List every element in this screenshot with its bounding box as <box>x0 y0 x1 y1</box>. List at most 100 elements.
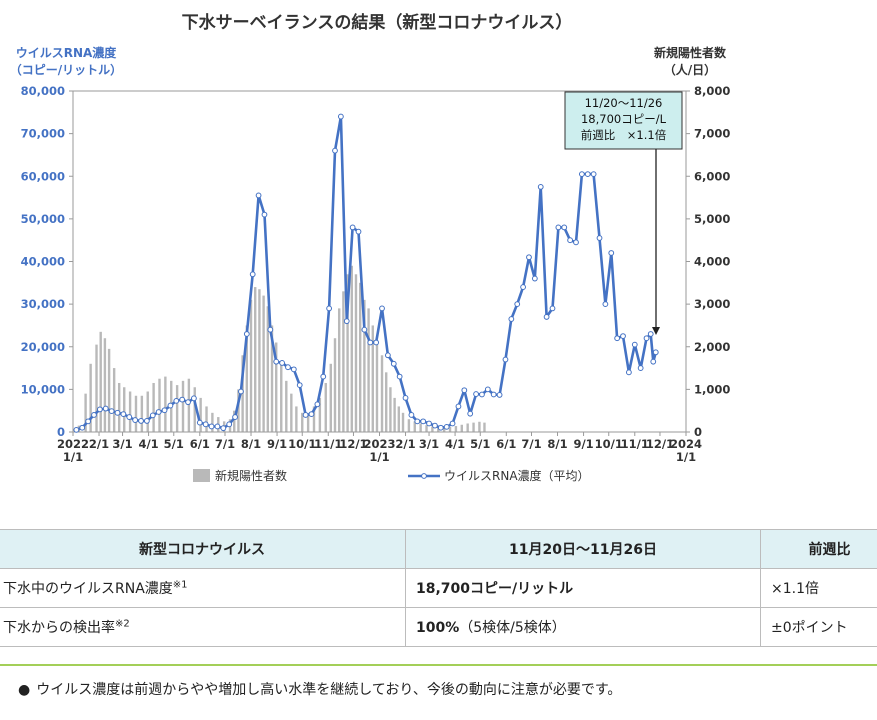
rna-point <box>373 339 380 346</box>
y-left-tick-label: 80,000 <box>21 84 65 98</box>
rna-point <box>91 412 97 418</box>
case-bar <box>354 274 358 432</box>
rna-point <box>267 326 274 333</box>
case-bar <box>346 274 349 432</box>
case-bar <box>393 397 396 432</box>
case-bar <box>134 395 138 432</box>
case-bar <box>140 395 144 432</box>
x-tick-label: 5/1 <box>470 437 490 451</box>
x-tick-label: 8/1 <box>241 437 261 451</box>
row-label-text: 下水からの検出率 <box>3 620 115 636</box>
rna-point <box>343 318 350 325</box>
rna-point <box>573 239 579 246</box>
case-bar <box>389 387 392 432</box>
rna-point <box>390 360 397 367</box>
row-value: 18,700コピー/リットル <box>405 568 761 608</box>
rna-point <box>149 412 156 419</box>
case-bar <box>103 338 107 432</box>
rna-point <box>484 386 491 393</box>
case-bar <box>158 378 161 432</box>
rna-point <box>191 395 197 402</box>
y-left-unit: （コピー/リットル） <box>10 62 122 77</box>
x-tick-label: 7/1 <box>521 437 541 451</box>
row-ratio: ±0ポイント <box>760 607 877 647</box>
table-header-ratio: 前週比 <box>760 529 877 569</box>
y-left-tick-label: 60,000 <box>21 169 65 183</box>
chart-title: 下水サーベイランスの結果（新型コロナウイルス） <box>182 12 573 33</box>
case-bar <box>205 406 208 432</box>
rna-point <box>208 423 215 430</box>
rna-point <box>414 418 421 425</box>
x-tick-label: 9/1 <box>573 437 593 451</box>
rna-point <box>620 333 626 339</box>
rna-point <box>238 388 244 395</box>
rna-point <box>302 412 309 418</box>
x-tick-label: 3/1 <box>112 437 132 451</box>
rna-point <box>185 399 191 406</box>
row-label-text: 下水中のウイルスRNA濃度 <box>3 581 173 597</box>
rna-point <box>96 406 103 413</box>
x-tick-label: 3/1 <box>419 437 439 451</box>
line-layer <box>73 113 659 433</box>
case-bar <box>254 287 257 432</box>
rna-point <box>126 414 133 420</box>
row-value-sub: （5検体/5検体） <box>459 620 566 636</box>
legend-bar-label: 新規陽性者数 <box>215 468 287 483</box>
rna-point <box>526 254 532 261</box>
case-bar <box>363 299 366 432</box>
y-right-tick-label: 0 <box>694 425 702 439</box>
rna-point <box>214 423 221 430</box>
rna-point <box>549 305 556 312</box>
row-value-text: 18,700コピー/リットル <box>416 581 574 597</box>
x-tick-sublabel: 1/1 <box>676 450 696 464</box>
rna-point <box>196 419 203 426</box>
rna-point <box>502 356 509 363</box>
case-bar <box>295 406 298 432</box>
case-bar <box>84 393 87 432</box>
case-bar <box>270 325 274 432</box>
table-row: 下水からの検出率※2 100%（5検体/5検体） ±0ポイント <box>0 607 877 647</box>
case-bar <box>95 344 98 432</box>
divider <box>0 664 877 666</box>
case-bar <box>146 391 149 432</box>
rna-point <box>567 237 574 244</box>
callout-text: 18,700コピー/L <box>581 112 667 126</box>
rna-point <box>138 418 144 424</box>
rna-point <box>79 424 86 431</box>
y-right-tick-label: 1,000 <box>694 382 730 396</box>
y-right-tick-label: 5,000 <box>694 212 730 226</box>
rna-point <box>202 421 209 428</box>
rna-point <box>85 418 92 425</box>
rna-point <box>396 373 403 380</box>
row-label: 下水からの検出率※2 <box>0 607 406 647</box>
case-bar <box>333 338 337 432</box>
y-right-tick-label: 4,000 <box>694 255 730 269</box>
rna-point <box>643 335 650 342</box>
case-bar <box>285 380 288 432</box>
case-bar <box>375 342 379 432</box>
note-text: ウイルス濃度は前週からやや増加し高い水準を継続しており、今後の動向に注意が必要で… <box>36 682 622 698</box>
x-tick-label: 11/1 <box>314 437 342 451</box>
x-tick-label: 6/1 <box>190 437 210 451</box>
case-bar <box>280 361 283 432</box>
case-bar <box>385 372 388 432</box>
x-tick-label: 2/1 <box>89 437 109 451</box>
y-left-tick-label: 20,000 <box>21 340 65 354</box>
case-bar <box>117 382 121 432</box>
rna-point <box>220 425 227 432</box>
rna-point <box>455 403 462 410</box>
table-header-period: 11月20日〜11月26日 <box>405 529 761 569</box>
y-right-tick-label: 8,000 <box>694 84 730 98</box>
rna-point <box>120 411 127 417</box>
case-bar <box>306 414 310 432</box>
footnote-mark: ※2 <box>115 618 130 630</box>
callout: 11/20〜11/26 18,700コピー/L 前週比 ×1.1倍 <box>564 91 683 335</box>
rna-point <box>161 407 168 414</box>
case-bar <box>367 308 370 432</box>
rna-point <box>326 305 333 312</box>
case-bar <box>99 331 102 432</box>
case-bar <box>337 308 341 432</box>
rna-point <box>531 275 538 282</box>
rna-point <box>332 147 338 154</box>
callout-box <box>564 91 683 150</box>
